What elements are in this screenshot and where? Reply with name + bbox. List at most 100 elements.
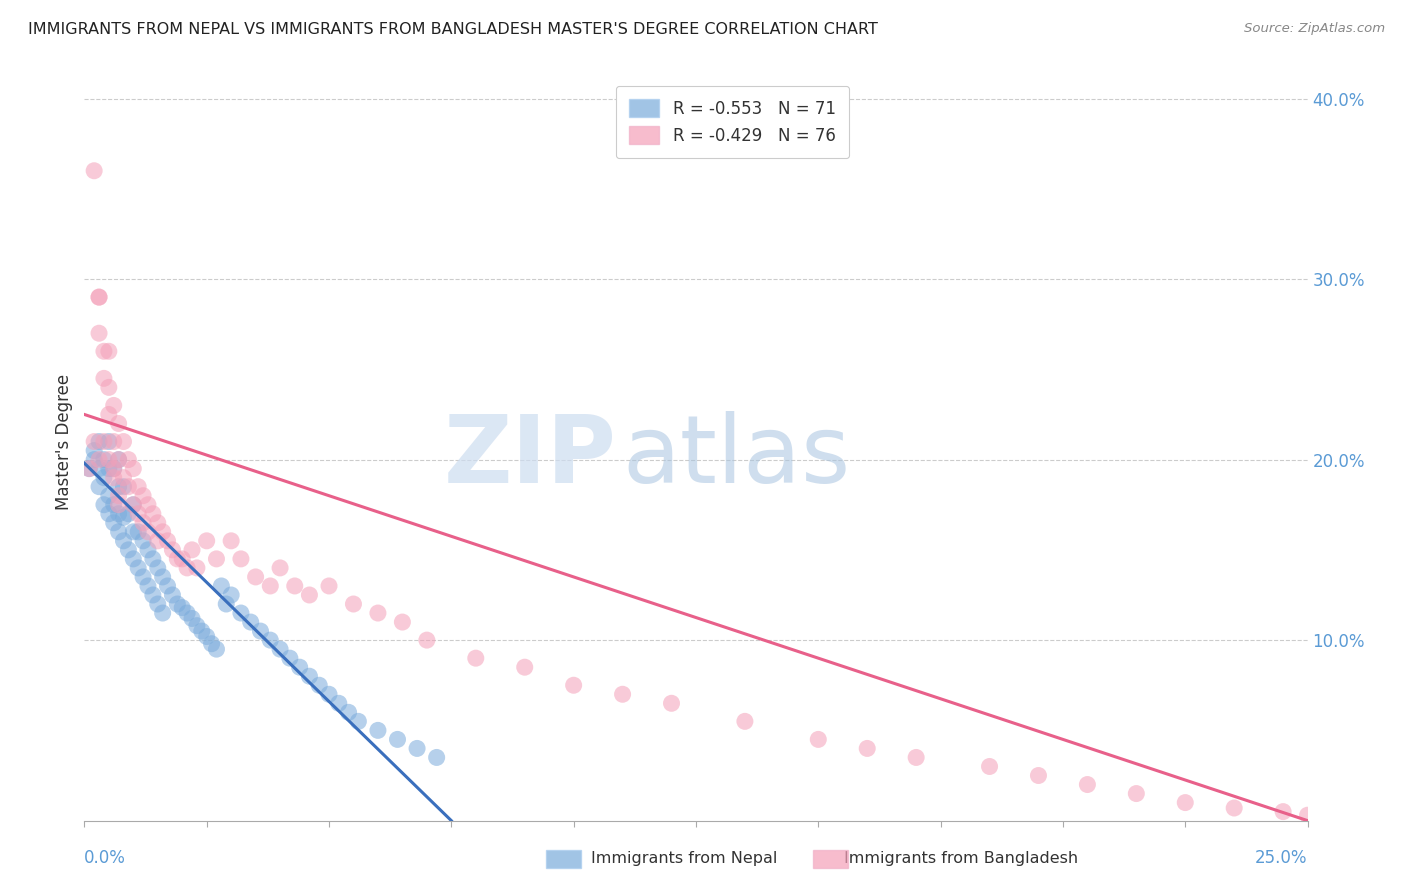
Point xyxy=(337,706,360,720)
Point xyxy=(249,624,271,639)
Point xyxy=(83,443,105,458)
Point xyxy=(97,461,120,475)
Point xyxy=(195,533,218,548)
Point xyxy=(146,516,169,530)
Point xyxy=(205,552,228,566)
Point xyxy=(112,533,135,548)
Point xyxy=(205,642,228,657)
Point xyxy=(426,750,449,764)
Legend: R = -0.553   N = 71, R = -0.429   N = 76: R = -0.553 N = 71, R = -0.429 N = 76 xyxy=(616,86,849,158)
Point xyxy=(176,561,198,575)
Point xyxy=(122,498,145,512)
Point xyxy=(97,408,120,422)
Point xyxy=(367,723,389,738)
Point xyxy=(152,524,174,539)
Point xyxy=(107,417,129,431)
Point xyxy=(103,399,125,413)
Point xyxy=(166,552,188,566)
Point xyxy=(87,461,110,475)
Point xyxy=(172,552,194,566)
Point xyxy=(93,434,115,449)
Point xyxy=(97,380,120,394)
Point xyxy=(103,470,125,484)
Point xyxy=(1296,808,1319,822)
Point xyxy=(391,615,413,629)
Point xyxy=(219,588,242,602)
Point xyxy=(195,630,218,644)
Point xyxy=(284,579,307,593)
Point xyxy=(278,651,301,665)
Text: ZIP: ZIP xyxy=(443,410,616,503)
Point xyxy=(97,452,120,467)
Point xyxy=(979,759,1001,773)
Point xyxy=(146,597,169,611)
Point xyxy=(162,588,184,602)
Point xyxy=(513,660,536,674)
Point xyxy=(83,434,105,449)
Point xyxy=(156,579,179,593)
Point xyxy=(166,597,188,611)
Point xyxy=(406,741,429,756)
Point xyxy=(122,461,145,475)
Point xyxy=(97,344,120,359)
Point xyxy=(103,434,125,449)
Point xyxy=(112,470,135,484)
Point xyxy=(464,651,486,665)
Point xyxy=(112,510,135,524)
Point xyxy=(181,542,204,557)
Text: 0.0%: 0.0% xyxy=(84,849,127,867)
Point xyxy=(142,507,165,521)
Point xyxy=(219,533,242,548)
Point xyxy=(416,633,439,648)
Point xyxy=(162,542,184,557)
Point xyxy=(132,570,155,584)
Point xyxy=(661,696,683,710)
Point xyxy=(87,480,110,494)
Y-axis label: Master's Degree: Master's Degree xyxy=(55,374,73,509)
Point xyxy=(328,696,350,710)
Point xyxy=(152,570,174,584)
Point xyxy=(142,588,165,602)
Point xyxy=(132,533,155,548)
Point xyxy=(562,678,585,692)
Point xyxy=(1223,801,1246,815)
Point xyxy=(176,606,198,620)
Point xyxy=(117,452,139,467)
Point xyxy=(107,524,129,539)
Point xyxy=(172,600,194,615)
Point xyxy=(103,461,125,475)
Point xyxy=(298,588,321,602)
Point xyxy=(117,542,139,557)
Point xyxy=(83,452,105,467)
Point xyxy=(122,498,145,512)
Point xyxy=(156,533,179,548)
Point xyxy=(93,344,115,359)
Point xyxy=(136,542,159,557)
Point xyxy=(229,552,252,566)
Point xyxy=(112,434,135,449)
Point xyxy=(308,678,330,692)
Point xyxy=(93,371,115,385)
Point xyxy=(107,507,129,521)
Text: atlas: atlas xyxy=(623,410,851,503)
Point xyxy=(127,507,149,521)
Point xyxy=(87,290,110,304)
Point xyxy=(97,507,120,521)
Point xyxy=(856,741,879,756)
Point xyxy=(181,611,204,625)
Point xyxy=(367,606,389,620)
Point xyxy=(132,489,155,503)
Point xyxy=(103,461,125,475)
Point xyxy=(107,452,129,467)
Point xyxy=(1272,805,1295,819)
Point xyxy=(387,732,409,747)
Point xyxy=(269,561,291,575)
Point xyxy=(318,687,340,701)
Point xyxy=(122,524,145,539)
Point xyxy=(347,714,370,729)
Point xyxy=(122,552,145,566)
Point xyxy=(1174,796,1197,810)
Point xyxy=(342,597,364,611)
Point xyxy=(87,434,110,449)
Point xyxy=(127,524,149,539)
